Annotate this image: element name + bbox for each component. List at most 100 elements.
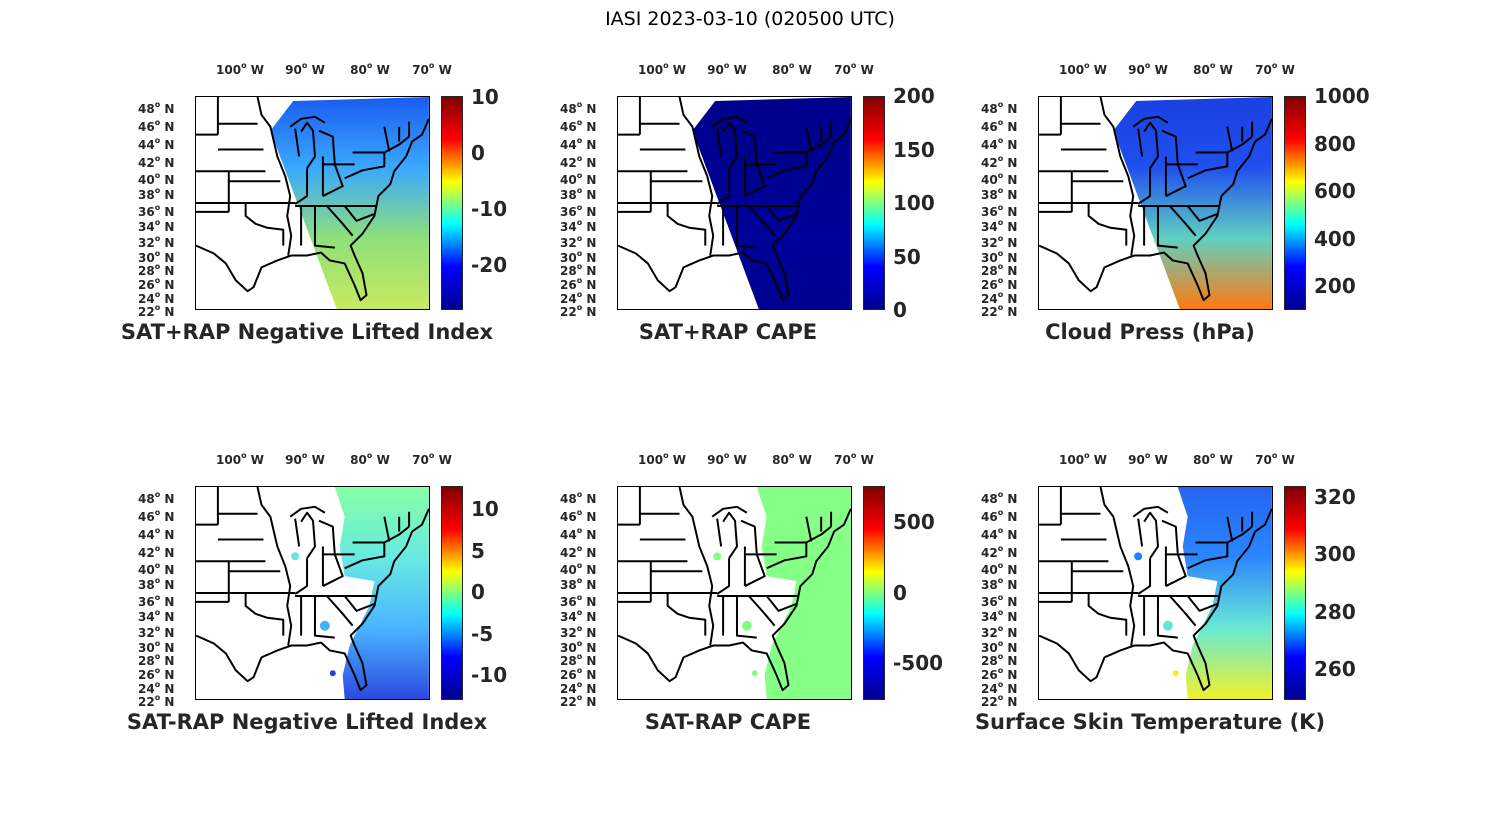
latitude-tick-label: 30o N [560,639,597,655]
colorbar-tick-label: 200 [893,84,935,108]
latitude-tick-label: 44o N [981,526,1018,542]
longitude-tick-label: 70o W [834,61,874,77]
latitude-tick-label: 22o N [138,303,175,319]
latitude-tick-label: 46o N [981,508,1018,524]
colorbar-tick-label: 10 [471,85,499,110]
latitude-tick-label: 46o N [981,118,1018,134]
colorbar [441,96,463,310]
colorbar [441,486,463,700]
latitude-tick-label: 38o N [560,186,597,202]
colorbar [1284,486,1306,700]
latitude-tick-label: 30o N [138,249,175,265]
colorbar-tick-label: 300 [1314,542,1356,567]
map-plot-area [1038,96,1273,310]
latitude-tick-label: 32o N [138,624,175,640]
colorbar-tick-label: 280 [1314,599,1356,624]
latitude-tick-label: 22o N [560,303,597,319]
longitude-tick-label: 100o W [216,451,264,467]
latitude-tick-label: 34o N [560,218,597,234]
colorbar-tick-label: 0 [471,580,485,605]
latitude-tick-label: 36o N [138,593,175,609]
latitude-tick-label: 28o N [138,652,175,668]
latitude-tick-label: 24o N [560,680,597,696]
latitude-tick-label: 44o N [981,136,1018,152]
latitude-tick-label: 44o N [560,526,597,542]
map-plot-area [617,486,852,700]
panel-title: SAT+RAP Negative Lifted Index [120,320,494,344]
map-plot-area [195,486,430,700]
latitude-tick-label: 42o N [138,544,175,560]
longitude-tick-label: 80o W [350,61,390,77]
latitude-tick-label: 24o N [981,290,1018,306]
colorbar-tick-label: 0 [893,298,907,322]
longitude-tick-label: 100o W [216,61,264,77]
latitude-tick-label: 30o N [560,249,597,265]
latitude-tick-label: 28o N [560,652,597,668]
longitude-tick-label: 70o W [412,61,452,77]
data-swath [291,487,429,699]
colorbar-tick-label: 100 [893,191,935,215]
data-swath [1134,487,1272,699]
colorbar-tick-label: 5 [471,538,485,563]
latitude-tick-label: 32o N [560,624,597,640]
latitude-tick-label: 22o N [560,693,597,709]
colorbar-tick-label: 0 [471,141,485,166]
latitude-tick-label: 22o N [138,693,175,709]
colorbar-tick-label: -10 [471,197,508,222]
map-panel: 100o W 90o W 80o W 70o W 48o N 46o N 44o N 42o … [978,61,1398,361]
longitude-tick-label: 80o W [1193,61,1233,77]
colorbar [1284,96,1306,310]
panel-title: SAT-RAP Negative Lifted Index [126,710,488,734]
latitude-tick-label: 48o N [981,490,1018,506]
latitude-tick-label: 24o N [138,680,175,696]
colorbar-tick-label: -5 [471,621,494,646]
latitude-tick-label: 34o N [981,608,1018,624]
latitude-tick-label: 22o N [981,693,1018,709]
latitude-tick-label: 22o N [981,303,1018,319]
latitude-tick-label: 42o N [981,154,1018,170]
colorbar [863,96,885,310]
latitude-tick-label: 24o N [981,680,1018,696]
latitude-tick-label: 30o N [138,639,175,655]
latitude-tick-label: 44o N [138,136,175,152]
colorbar-tick-label: 500 [893,510,935,535]
latitude-tick-label: 46o N [560,508,597,524]
latitude-tick-label: 36o N [981,593,1018,609]
latitude-tick-label: 38o N [981,186,1018,202]
latitude-tick-label: 32o N [560,234,597,250]
latitude-tick-label: 36o N [981,203,1018,219]
latitude-tick-label: 42o N [981,544,1018,560]
colorbar-tick-label: 600 [1314,179,1356,204]
longitude-tick-label: 90o W [1128,61,1168,77]
colorbar-tick-label: -10 [471,663,508,688]
map-plot-area [1038,486,1273,700]
latitude-tick-label: 30o N [981,249,1018,265]
latitude-tick-label: 40o N [560,561,597,577]
colorbar-tick-label: 0 [893,580,907,605]
latitude-tick-label: 38o N [138,576,175,592]
latitude-tick-label: 36o N [560,203,597,219]
panel-title: Cloud Press (hPa) [1045,320,1255,344]
longitude-tick-label: 80o W [350,451,390,467]
latitude-tick-label: 26o N [138,276,175,292]
map-plot-area [617,96,852,310]
latitude-tick-label: 38o N [560,576,597,592]
longitude-tick-label: 80o W [1193,451,1233,467]
latitude-tick-label: 28o N [981,262,1018,278]
map-plot-area [195,96,430,310]
longitude-tick-label: 70o W [1255,451,1295,467]
panel-title: SAT+RAP CAPE [638,320,818,344]
latitude-tick-label: 36o N [138,203,175,219]
latitude-tick-label: 32o N [981,234,1018,250]
longitude-tick-label: 70o W [834,451,874,467]
latitude-tick-label: 36o N [560,593,597,609]
latitude-tick-label: 26o N [560,276,597,292]
latitude-tick-label: 28o N [138,262,175,278]
latitude-tick-label: 48o N [981,100,1018,116]
latitude-tick-label: 28o N [560,262,597,278]
longitude-tick-label: 90o W [1128,451,1168,467]
longitude-tick-label: 100o W [638,61,686,77]
latitude-tick-label: 48o N [560,490,597,506]
latitude-tick-label: 40o N [560,171,597,187]
latitude-tick-label: 48o N [560,100,597,116]
